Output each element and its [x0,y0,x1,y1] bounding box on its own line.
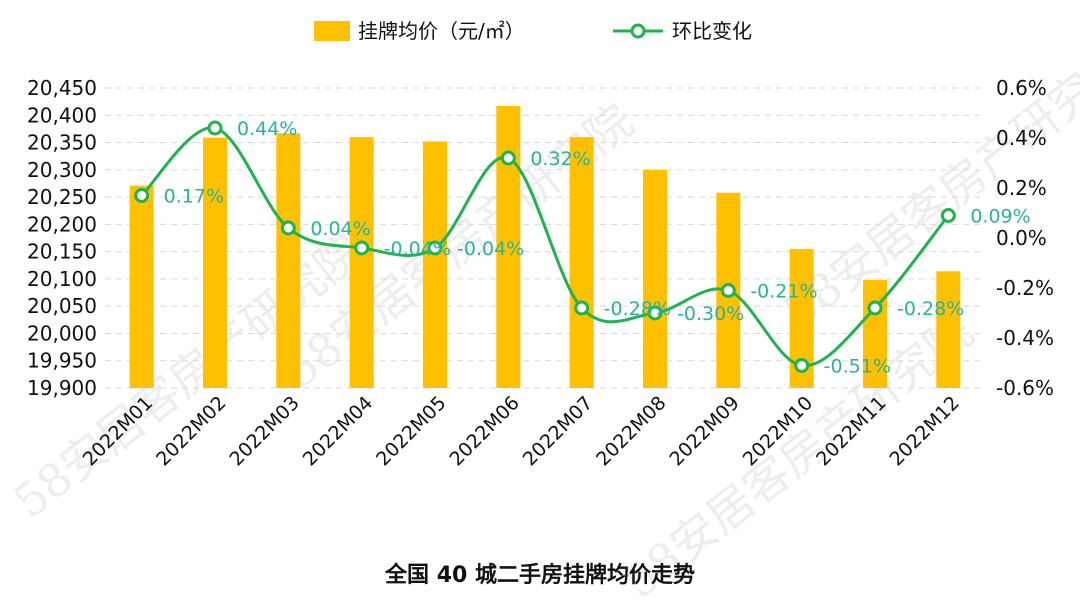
legend-line-label: 环比变化 [672,19,752,43]
line-point-2022M02 [207,120,223,136]
data-label-2022M05: -0.04% [457,238,524,260]
left-axis-tick-label: 20,450 [27,76,97,100]
x-axis-tick-label: 2022M09 [665,392,743,470]
line-series [134,120,956,373]
bar-2022M12 [936,271,961,388]
bar-2022M04 [349,137,374,388]
line-point-2022M01 [134,188,150,203]
left-axis-tick-label: 20,300 [27,158,97,182]
data-label-2022M07: -0.28% [604,298,671,320]
right-axis-tick-label: -0.2% [996,276,1054,300]
x-axis-tick-label: 2022M03 [225,392,303,470]
bar-2022M02 [203,137,227,388]
left-axis-tick-label: 20,250 [27,185,97,209]
right-axis-tick-label: 0.2% [996,176,1047,200]
data-label-2022M11: -0.28% [897,298,964,320]
left-axis-tick-label: 19,900 [27,376,97,400]
right-axis-tick-label: 0.4% [996,126,1047,150]
right-axis-ticks: -0.6% -0.4% -0.2% 0.0% 0.2% 0.4% 0.6% [996,76,1054,400]
legend-line-marker [630,23,646,39]
x-axis-tick-label: 2022M08 [592,392,670,470]
data-label-2022M06: 0.32% [530,148,590,170]
x-axis-tick-label: 2022M07 [519,392,597,470]
line-point-2022M04 [354,240,370,256]
legend-bar-swatch [314,21,350,41]
line-point-2022M03 [280,220,296,236]
line-path [140,126,950,368]
bar-2022M08 [643,169,667,388]
left-axis-tick-label: 20,150 [27,240,97,264]
left-axis-tick-label: 20,100 [27,267,97,291]
line-point-2022M08 [647,305,663,321]
x-axis-tick-label: 2022M04 [299,392,377,470]
left-axis-tick-label: 20,200 [27,212,97,236]
line-point-2022M12 [940,208,956,223]
bar-2022M01 [129,185,154,388]
right-axis-tick-label: 0.0% [996,226,1047,250]
bar-2022M05 [423,141,447,388]
left-axis-tick-label: 20,050 [27,294,97,318]
line-point-2022M07 [574,300,590,316]
right-axis-tick-label: 0.6% [996,76,1047,100]
left-axis-tick-label: 19,950 [27,349,97,373]
right-axis-tick-label: -0.4% [996,326,1054,350]
data-label-2022M10: -0.51% [824,356,891,378]
legend: 挂牌均价（元/㎡） 环比变化 [314,19,752,43]
right-axis-tick-label: -0.6% [996,376,1054,400]
bar-2022M07 [569,137,594,388]
left-axis-tick-label: 20,400 [27,103,97,127]
legend-bar-label: 挂牌均价（元/㎡） [358,19,525,43]
data-label-2022M03: 0.04% [310,218,370,240]
data-label-2022M12: 0.09% [970,206,1030,228]
x-axis-tick-label: 2022M05 [372,392,450,470]
data-label-2022M08: -0.30% [677,303,744,325]
data-label-2022M01: 0.17% [164,186,224,208]
left-axis-tick-label: 20,000 [27,321,97,345]
data-label-2022M02: 0.44% [237,118,297,140]
left-axis-tick-label: 20,350 [27,131,97,155]
bar-series [129,106,961,388]
bar-2022M03 [276,133,301,388]
line-point-2022M11 [867,300,883,316]
line-point-2022M05 [427,240,443,256]
left-axis-ticks: 19,900 19,950 20,000 20,050 20,100 20,150 20,2… [27,76,97,400]
x-axis-tick-label: 2022M06 [445,392,523,470]
data-label-2022M04: -0.04% [384,238,451,260]
data-labels: 0.17% 0.44% 0.04% -0.04% -0.04% 0.32% -0.28% -0… [164,118,1031,378]
chart-title: 全国 40 城二手房挂牌均价走势 [384,562,695,588]
data-label-2022M09: -0.21% [750,281,817,303]
line-point-2022M06 [500,150,516,166]
line-point-2022M09 [720,283,736,298]
line-point-2022M10 [794,358,810,373]
